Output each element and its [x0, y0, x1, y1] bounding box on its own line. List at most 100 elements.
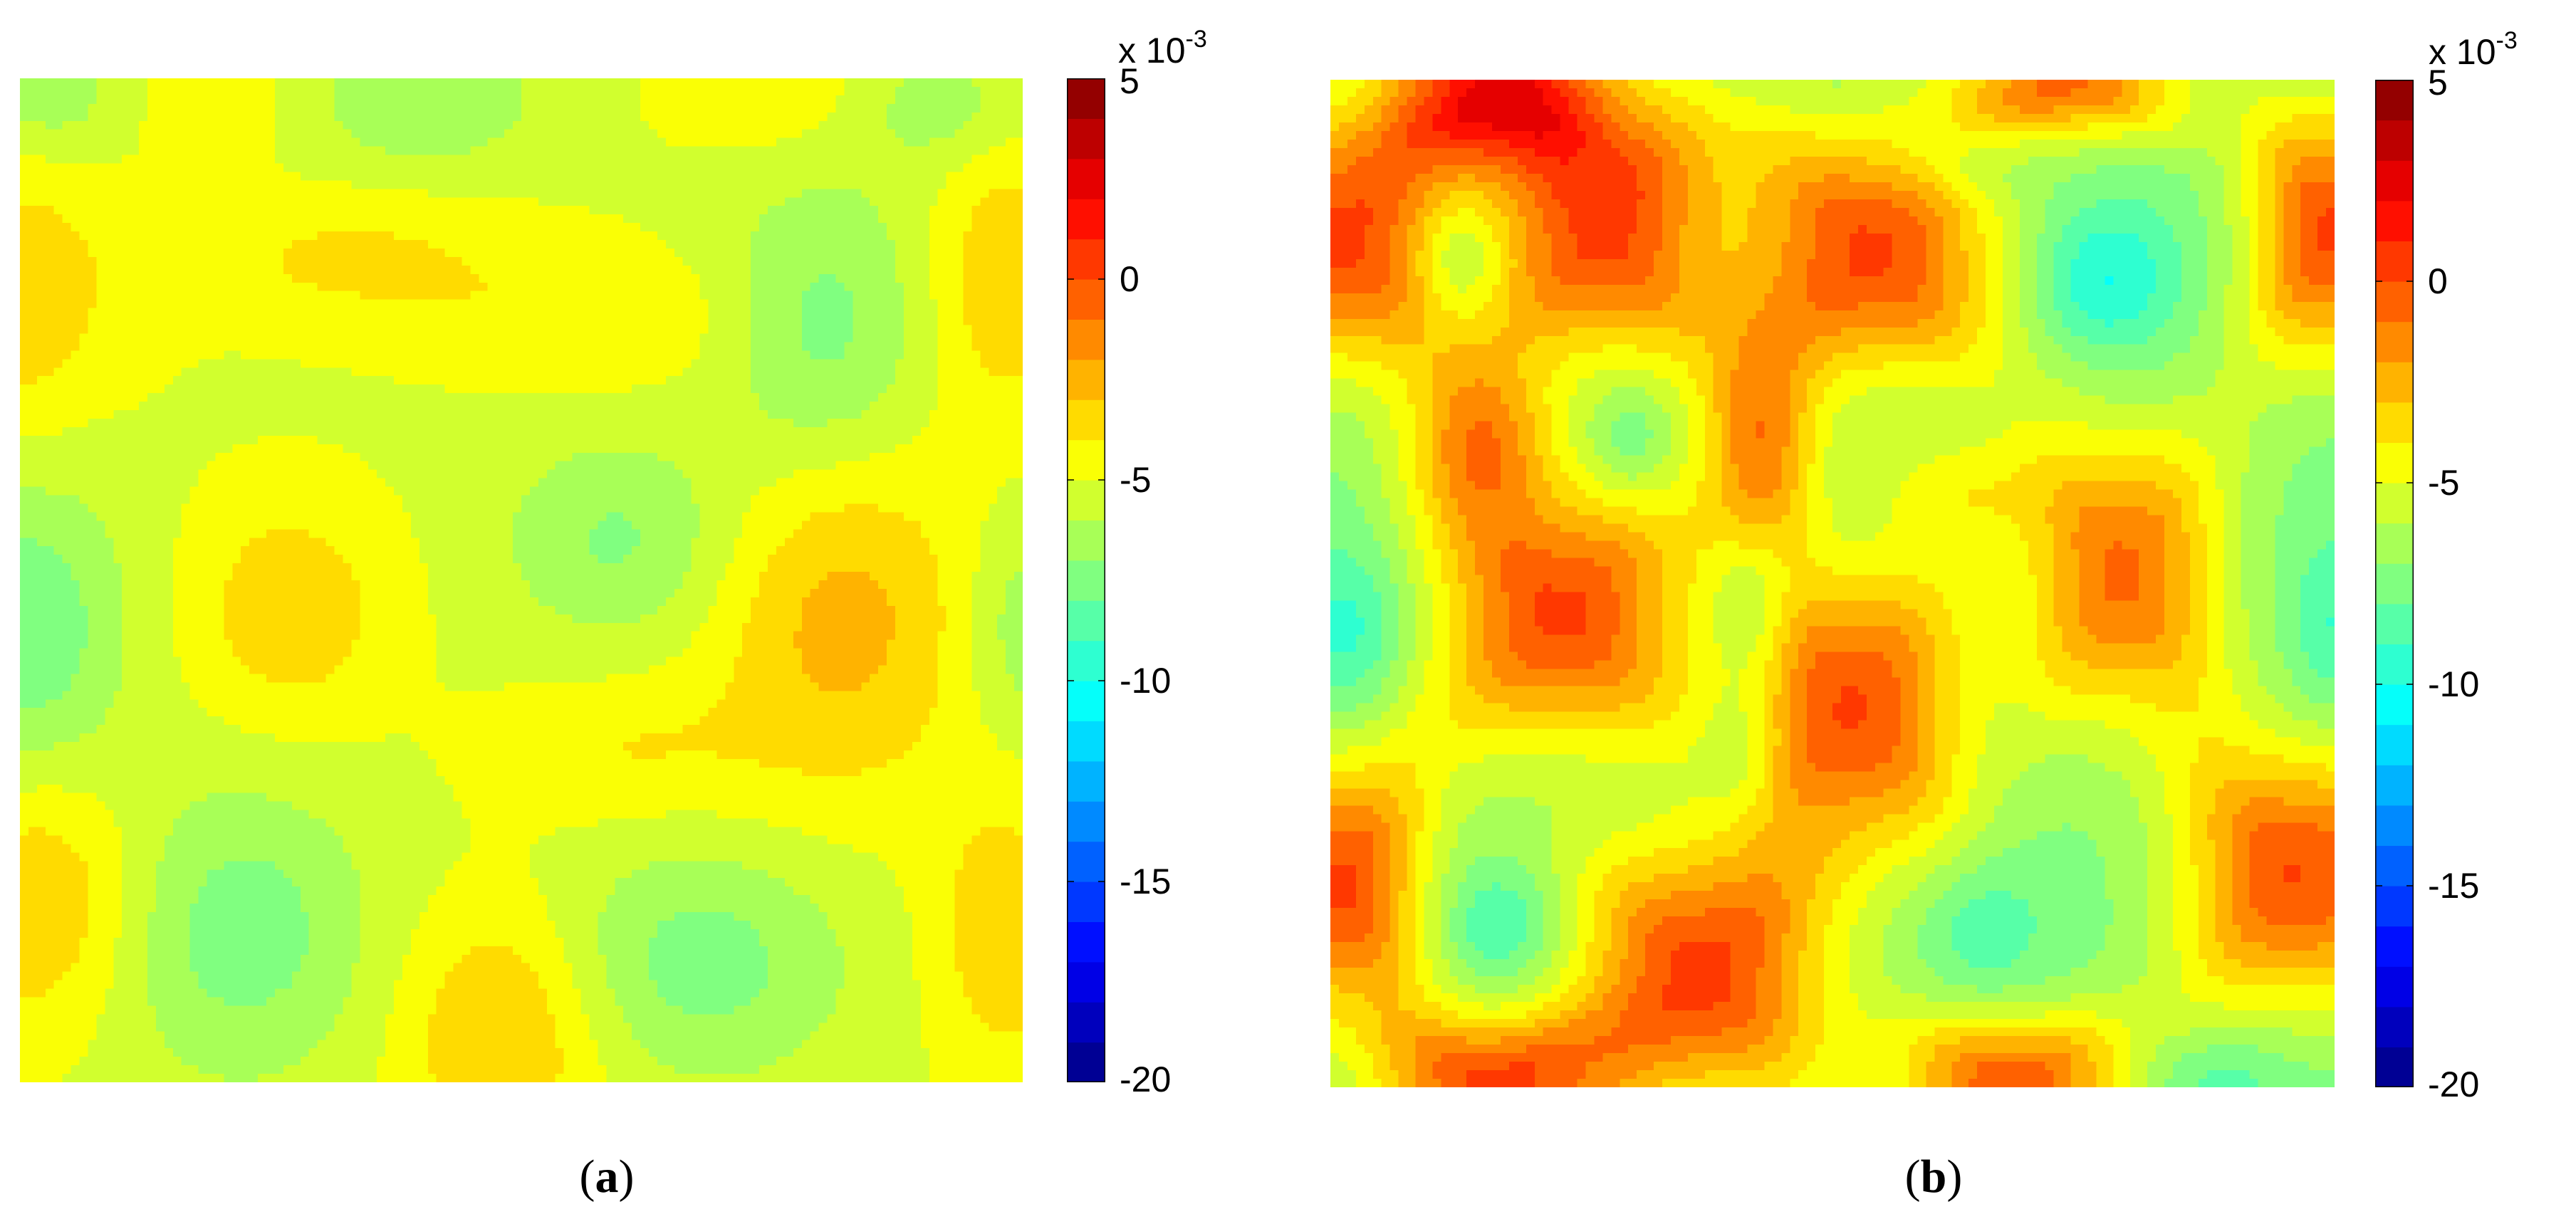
contour-cell	[734, 120, 743, 130]
contour-cell	[139, 155, 148, 164]
contour-cell	[971, 418, 981, 428]
contour-cell	[801, 410, 811, 419]
contour-cell	[266, 316, 276, 326]
contour-cell	[598, 418, 607, 428]
contour-cell	[878, 120, 887, 130]
contour-cell	[878, 137, 887, 147]
contour-cell	[402, 189, 412, 198]
contour-cell	[937, 402, 947, 411]
contour-cell	[28, 282, 38, 292]
contour-cell	[224, 376, 233, 385]
contour-cell	[308, 231, 318, 241]
contour-cell	[291, 95, 301, 105]
contour-cell	[555, 418, 565, 428]
contour-cell	[742, 189, 751, 198]
contour-cell	[385, 291, 395, 300]
contour-cell	[929, 376, 939, 385]
contour-cell	[555, 265, 565, 275]
contour-cell	[215, 155, 224, 164]
contour-cell	[164, 163, 174, 173]
contour-cell	[172, 393, 182, 402]
contour-cell	[308, 316, 318, 326]
contour-cell	[224, 137, 233, 147]
contour-cell	[410, 308, 420, 318]
contour-cell	[878, 240, 887, 249]
contour-cell	[793, 342, 803, 351]
contour-cell	[606, 197, 615, 206]
contour-cell	[368, 342, 377, 351]
contour-cell	[665, 342, 675, 351]
contour-cell	[334, 333, 344, 343]
contour-cell	[88, 256, 97, 266]
contour-cell	[45, 137, 55, 147]
contour-cell	[776, 316, 786, 326]
contour-cell	[776, 427, 786, 436]
contour-cell	[674, 418, 684, 428]
contour-cell	[53, 146, 63, 156]
contour-cell	[725, 95, 734, 105]
contour-cell	[232, 172, 241, 181]
contour-cell	[79, 256, 89, 266]
contour-cell	[385, 393, 395, 402]
contour-cell	[470, 155, 479, 164]
contour-cell	[325, 129, 335, 139]
contour-cell	[640, 410, 650, 419]
contour-cell	[810, 86, 820, 96]
contour-cell	[444, 359, 454, 368]
contour-cell	[88, 95, 97, 105]
contour-cell	[691, 402, 701, 411]
contour-cell	[878, 146, 887, 156]
contour-cell	[946, 402, 956, 411]
contour-cell	[810, 384, 820, 394]
contour-cell	[929, 308, 939, 318]
contour-cell	[71, 435, 80, 445]
contour-cell	[716, 402, 726, 411]
contour-cell	[462, 137, 471, 147]
contour-cell	[181, 129, 191, 139]
contour-cell	[122, 256, 131, 266]
contour-cell	[606, 265, 615, 275]
contour-cell	[623, 78, 632, 88]
contour-cell	[632, 137, 641, 147]
contour-cell	[402, 325, 412, 335]
contour-cell	[496, 256, 505, 266]
contour-cell	[852, 376, 862, 385]
contour-cell	[971, 129, 981, 139]
contour-cell	[895, 299, 904, 309]
contour-cell	[632, 78, 641, 88]
contour-cell	[861, 103, 870, 113]
contour-cell	[555, 376, 565, 385]
contour-cell	[487, 418, 496, 428]
contour-cell	[657, 189, 667, 198]
contour-cell	[589, 265, 598, 275]
contour-cell	[632, 427, 641, 436]
contour-cell	[852, 359, 862, 368]
contour-cell	[224, 410, 233, 419]
contour-cell	[691, 325, 701, 335]
contour-cell	[504, 248, 513, 258]
contour-cell	[589, 120, 598, 130]
contour-cell	[155, 384, 165, 394]
contour-cell	[725, 316, 734, 326]
contour-cell	[71, 155, 80, 164]
contour-cell	[274, 112, 284, 122]
contour-cell	[759, 206, 768, 215]
contour-cell	[827, 129, 837, 139]
contour-cell	[674, 333, 684, 343]
contour-cell	[20, 291, 29, 300]
contour-cell	[172, 282, 182, 292]
contour-cell	[207, 180, 217, 189]
contour-cell	[555, 155, 565, 164]
contour-cell	[1006, 418, 1015, 428]
contour-cell	[818, 95, 828, 105]
contour-cell	[699, 316, 709, 326]
contour-cell	[427, 103, 437, 113]
contour-cell	[980, 240, 989, 249]
contour-cell	[317, 129, 327, 139]
contour-cell	[351, 273, 360, 283]
contour-cell	[258, 291, 267, 300]
contour-cell	[122, 86, 131, 96]
contour-cell	[360, 299, 369, 309]
contour-cell	[844, 367, 853, 377]
contour-cell	[266, 172, 276, 181]
